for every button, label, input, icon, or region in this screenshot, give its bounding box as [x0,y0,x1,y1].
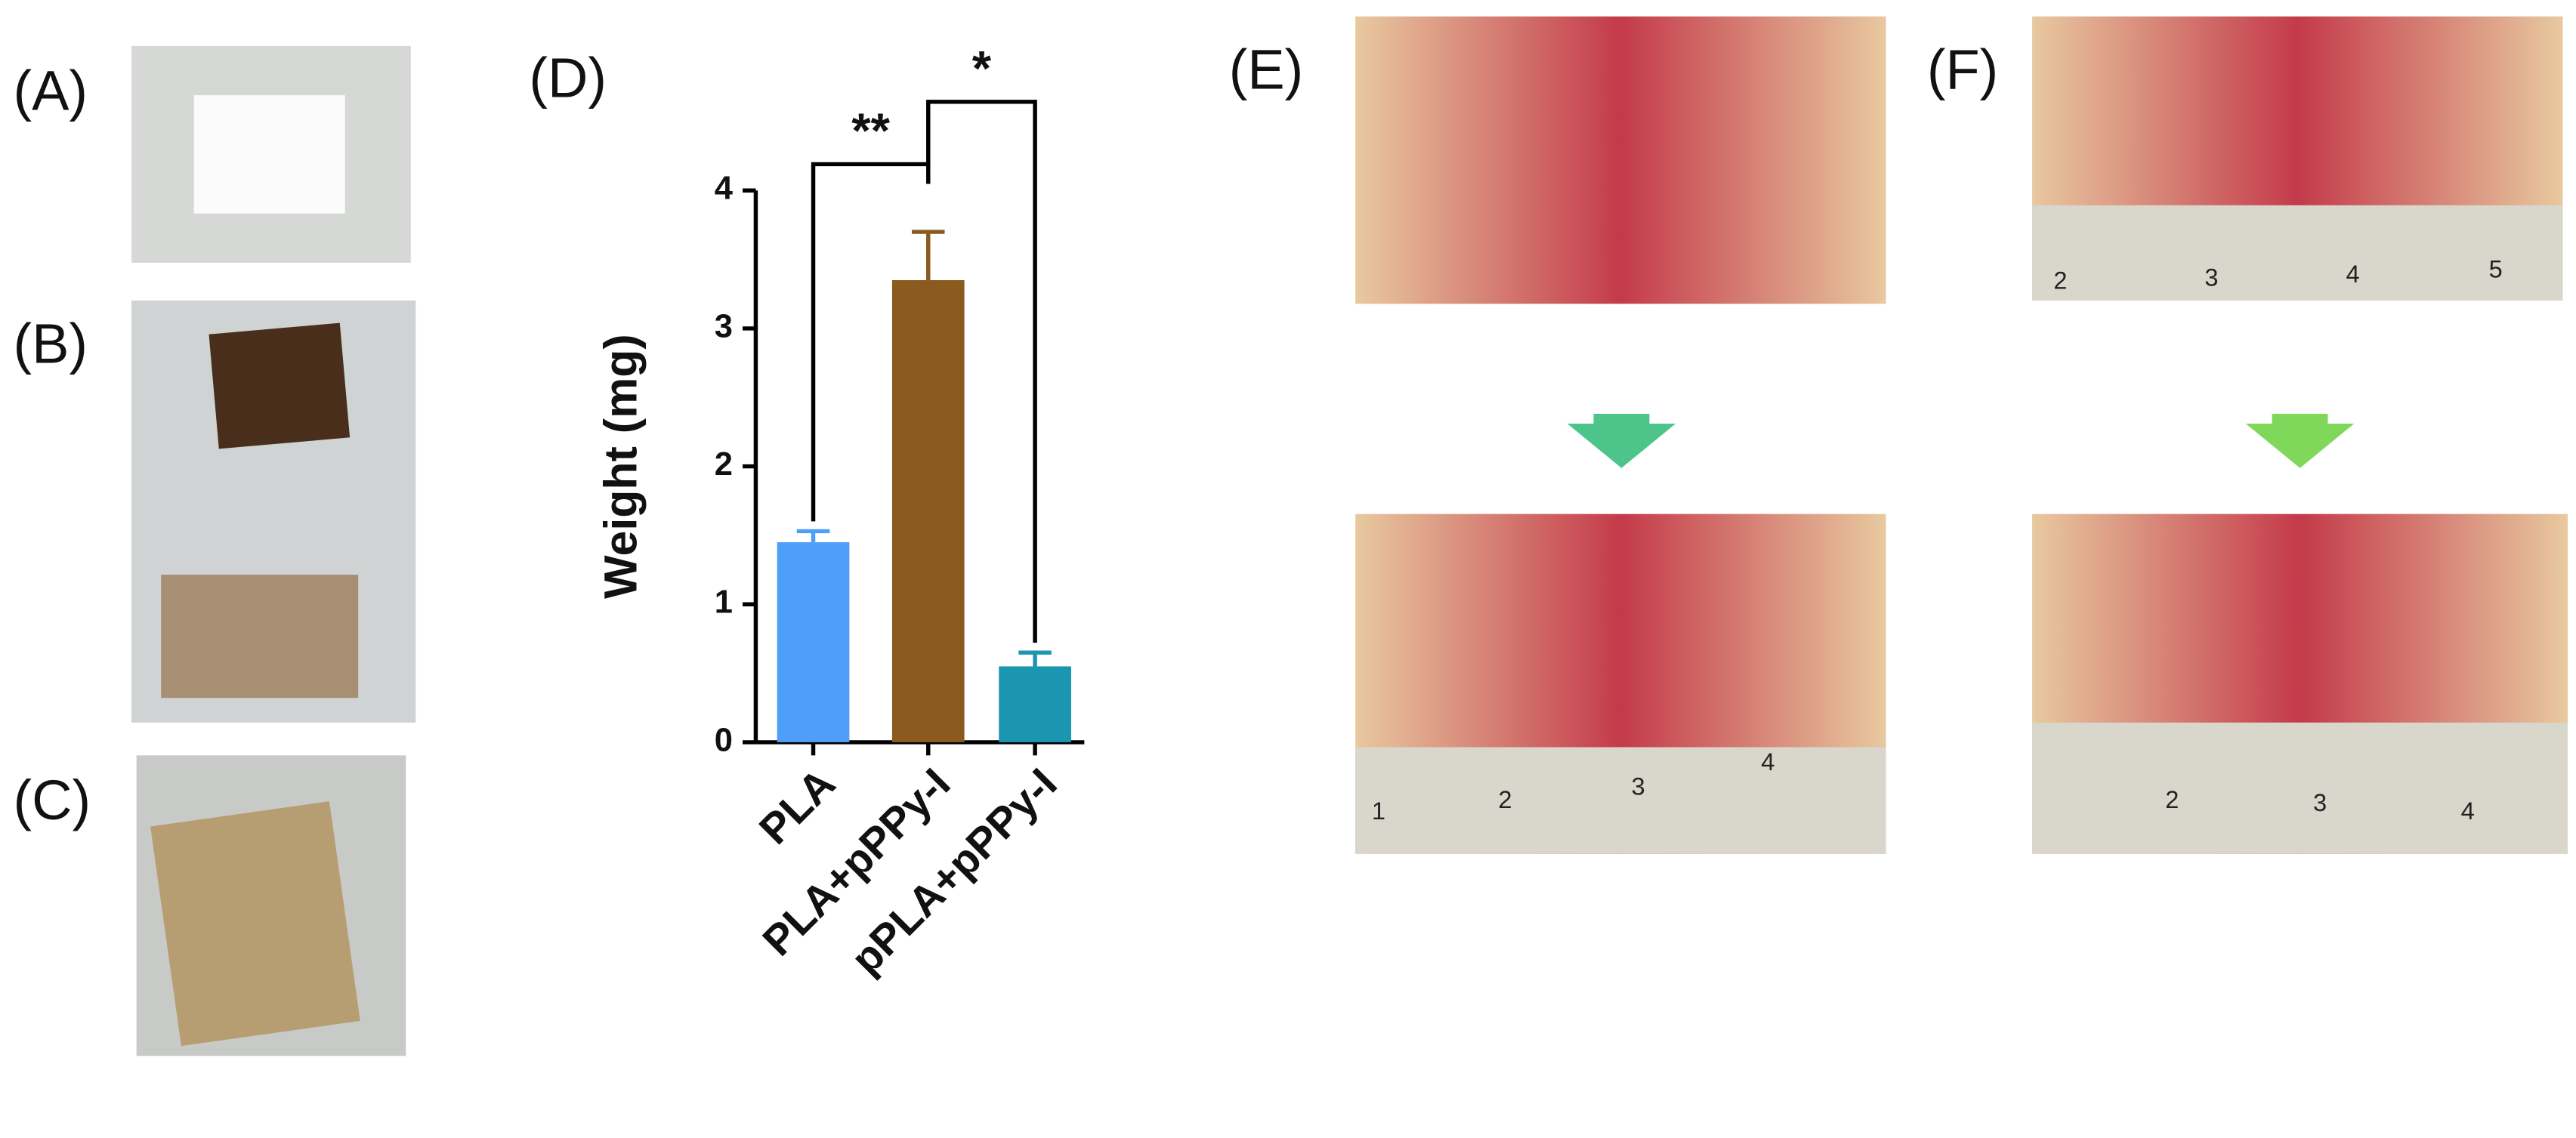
ruler-label: 3 [2204,263,2218,291]
ruler-label: 2 [2165,785,2179,813]
y-tick-label: 0 [715,722,733,758]
bar [891,279,965,742]
y-axis-label: Weight (mg) [595,334,647,599]
sample-tan [161,575,359,699]
y-tick-label: 4 [715,171,733,207]
significance-bracket [926,100,1037,643]
y-tick-label: 3 [715,308,733,344]
bar [777,542,850,742]
arrow [2245,414,2355,468]
significance-bracket [811,162,931,522]
ruler-label: 4 [2346,260,2359,288]
significance-label: * [972,41,992,96]
sample-dark [208,322,351,449]
ruler [2032,722,2568,854]
panel-label: (E) [1229,38,1304,100]
photo-e-top [1355,16,1886,304]
panel-label: (F) [1927,38,1998,100]
ruler-label: 2 [1498,785,1512,813]
significance-label: ** [851,103,890,159]
panel-label: (C) [14,769,91,831]
y-tick-label: 1 [715,584,733,621]
ruler [1355,747,1886,854]
arrow [1567,414,1676,468]
sample-white [193,95,345,214]
ruler-label: 5 [2489,254,2503,282]
ruler-label: 2 [2053,267,2067,295]
error-bar [912,230,945,280]
ruler-label: 1 [1372,797,1385,825]
panel-label: (A) [14,60,88,122]
panel-label: (D) [529,46,607,109]
ruler-label: 3 [1631,772,1645,800]
ruler-label: 4 [2461,797,2475,825]
bar [999,666,1071,742]
error-bar [1018,650,1052,667]
ruler-label: 3 [2313,788,2327,816]
ruler-label: 4 [1761,748,1774,776]
error-bar [796,529,830,543]
ruler [2032,205,2563,301]
panel-label: (B) [14,313,88,375]
y-tick-label: 2 [715,446,733,483]
x-tick-label: PLA [750,759,844,853]
sample-film [150,801,360,1047]
